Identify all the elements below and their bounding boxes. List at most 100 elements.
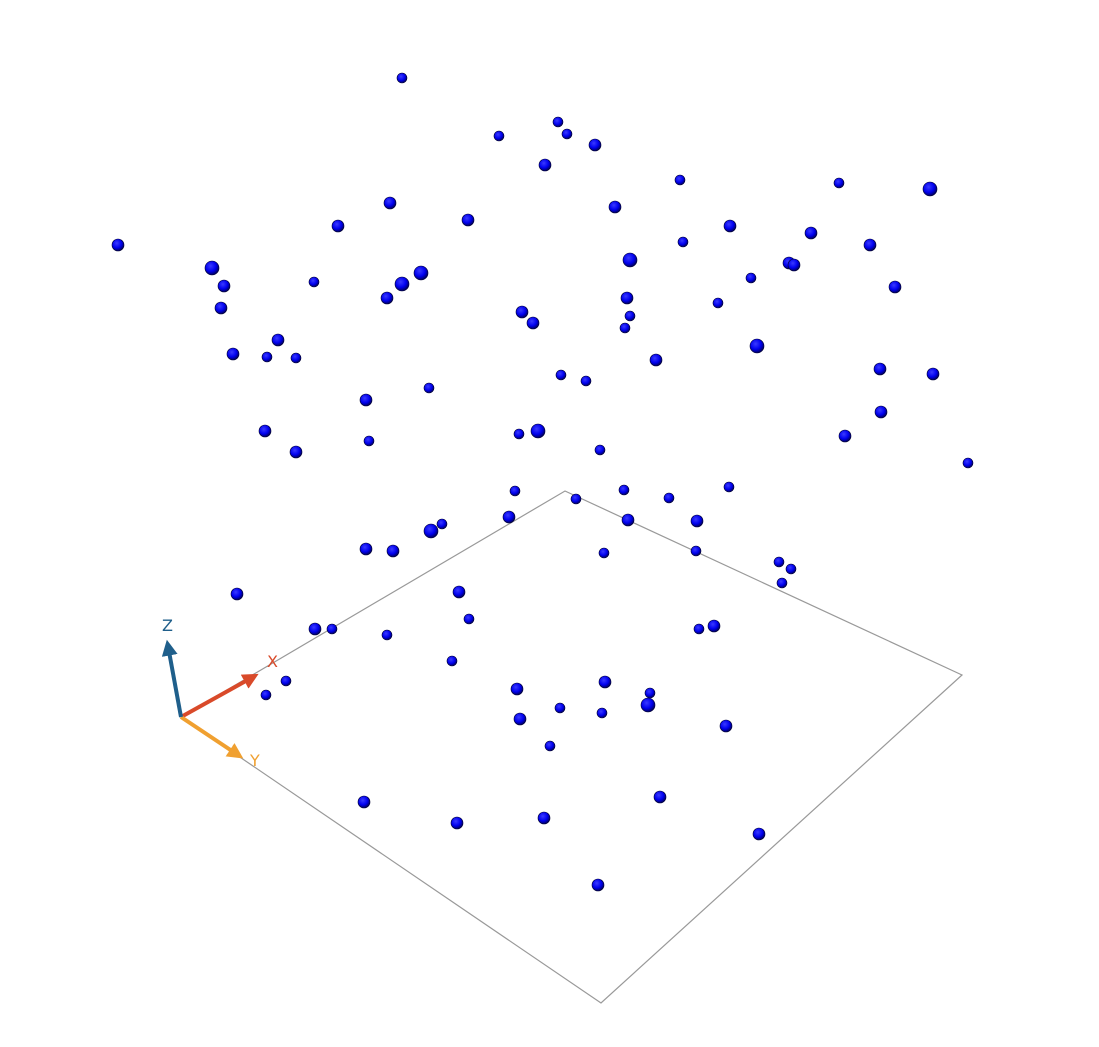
point-76 <box>452 585 466 599</box>
point-45 <box>555 369 567 381</box>
point-39 <box>226 347 240 361</box>
point-52 <box>513 428 525 440</box>
point-75 <box>230 587 244 601</box>
point-7 <box>674 174 686 186</box>
point-12 <box>461 213 475 227</box>
point-3 <box>561 128 573 140</box>
point-15 <box>804 226 818 240</box>
point-84 <box>280 675 292 687</box>
point-22 <box>787 258 801 272</box>
point-20 <box>204 260 220 276</box>
ground-plane <box>179 490 964 1004</box>
point-25 <box>217 279 231 293</box>
x-axis-label: X <box>267 652 278 671</box>
point-71 <box>690 545 702 557</box>
point-69 <box>386 544 400 558</box>
point-60 <box>618 484 630 496</box>
point-10 <box>383 196 397 210</box>
point-86 <box>598 675 612 689</box>
point-2 <box>552 116 564 128</box>
point-72 <box>773 556 785 568</box>
point-47 <box>423 382 435 394</box>
point-28 <box>888 280 902 294</box>
point-6 <box>538 158 552 172</box>
point-79 <box>326 623 338 635</box>
point-13 <box>331 219 345 233</box>
point-83 <box>446 655 458 667</box>
point-19 <box>622 252 638 268</box>
point-36 <box>619 322 631 334</box>
point-51 <box>530 423 546 439</box>
point-73 <box>785 563 797 575</box>
point-64 <box>621 513 635 527</box>
point-35 <box>526 316 540 330</box>
point-82 <box>707 619 721 633</box>
point-50 <box>258 424 272 438</box>
point-17 <box>111 238 125 252</box>
point-23 <box>413 265 429 281</box>
point-78 <box>308 622 322 636</box>
point-40 <box>261 351 273 363</box>
point-81 <box>693 623 705 635</box>
point-67 <box>423 523 439 539</box>
point-56 <box>594 444 606 456</box>
point-58 <box>723 481 735 493</box>
point-89 <box>640 697 656 713</box>
point-100 <box>591 878 605 892</box>
point-46 <box>580 375 592 387</box>
point-30 <box>620 291 634 305</box>
point-49 <box>874 405 888 419</box>
point-98 <box>537 811 551 825</box>
point-27 <box>308 276 320 288</box>
point-11 <box>608 200 622 214</box>
point-24 <box>745 272 757 284</box>
point-54 <box>838 429 852 443</box>
point-93 <box>719 719 733 733</box>
z-axis-arrow <box>161 639 183 718</box>
point-65 <box>690 514 704 528</box>
point-cloud <box>111 72 974 892</box>
point-32 <box>214 301 228 315</box>
point-42 <box>649 353 663 367</box>
point-31 <box>712 297 724 309</box>
point-57 <box>962 457 974 469</box>
point-94 <box>544 740 556 752</box>
point-5 <box>588 138 602 152</box>
point-70 <box>598 547 610 559</box>
point-37 <box>271 333 285 347</box>
point-96 <box>357 795 371 809</box>
point-29 <box>380 291 394 305</box>
point-92 <box>513 712 527 726</box>
point-53 <box>363 435 375 447</box>
point-34 <box>624 310 636 322</box>
point-90 <box>554 702 566 714</box>
point-85 <box>260 689 272 701</box>
point-48 <box>359 393 373 407</box>
point-91 <box>596 707 608 719</box>
point-38 <box>749 338 765 354</box>
point-99 <box>752 827 766 841</box>
point-55 <box>289 445 303 459</box>
point-66 <box>436 518 448 530</box>
point-18 <box>863 238 877 252</box>
point-95 <box>653 790 667 804</box>
point-9 <box>922 181 938 197</box>
point-63 <box>502 510 516 524</box>
point-74 <box>776 577 788 589</box>
point-43 <box>873 362 887 376</box>
point-14 <box>723 219 737 233</box>
z-axis-label: Z <box>162 616 173 635</box>
point-68 <box>359 542 373 556</box>
x-axis-arrow <box>180 673 259 719</box>
point-1 <box>396 72 408 84</box>
point-80 <box>381 629 393 641</box>
point-4 <box>493 130 505 142</box>
point-97 <box>450 816 464 830</box>
point-26 <box>394 276 410 292</box>
point-77 <box>463 613 475 625</box>
point-62 <box>570 493 582 505</box>
point-8 <box>833 177 845 189</box>
point-33 <box>515 305 529 319</box>
point-59 <box>509 485 521 497</box>
